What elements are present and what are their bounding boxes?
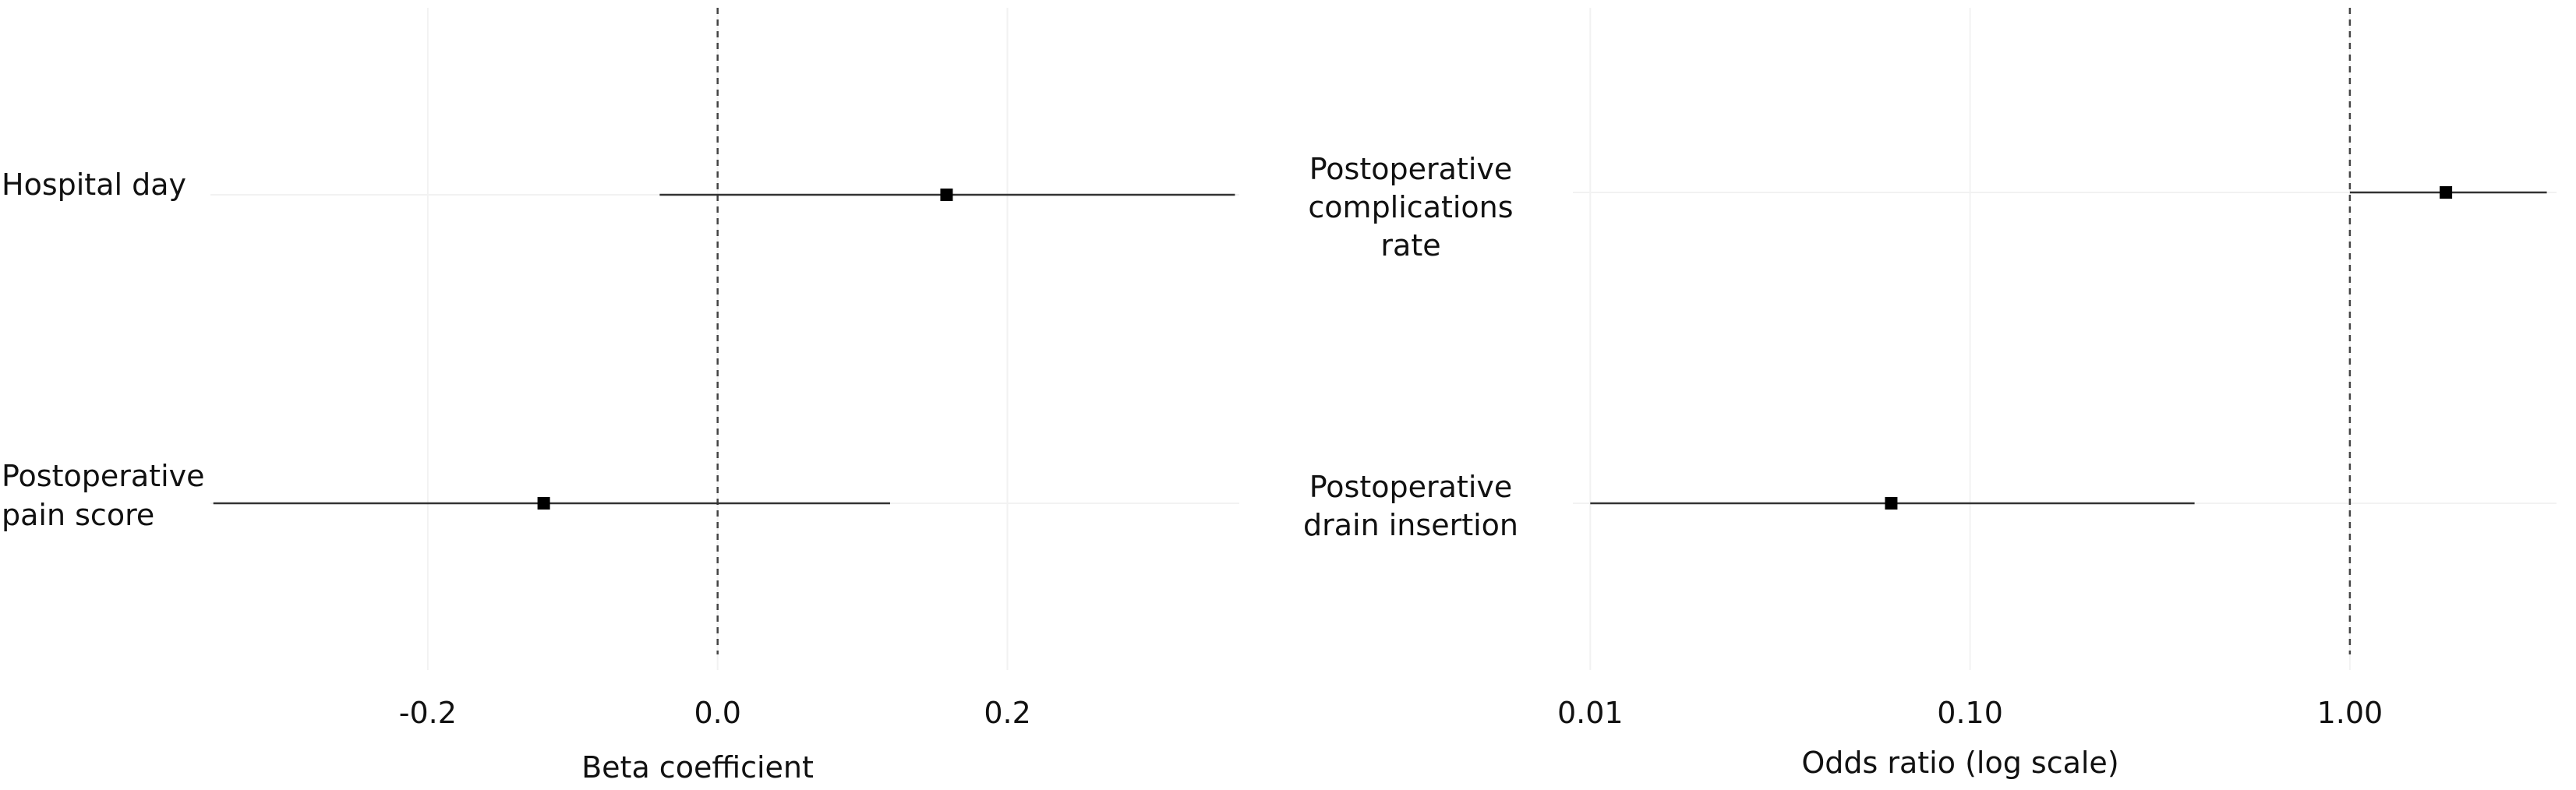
x-tick-label: -0.2 <box>399 696 457 730</box>
x-tick-label: 1.00 <box>2317 696 2383 730</box>
row-label-line: Postoperative <box>1309 152 1513 186</box>
x-tick-label: 0.0 <box>694 696 740 730</box>
odds-ratio-panel: Postoperative complications ratePostoperat… <box>1303 8 2557 780</box>
x-tick-label: 0.2 <box>984 696 1030 730</box>
x-axis-title: Odds ratio (log scale) <box>1801 746 2118 780</box>
point-estimate <box>940 189 953 201</box>
point-estimate <box>1885 497 1898 510</box>
point-estimate <box>2440 186 2453 199</box>
row-label-line: Postoperative <box>2 459 205 493</box>
row-label: Postoperative drain insertion <box>1303 470 1518 542</box>
row-label-line: complications <box>1308 190 1513 224</box>
row-label: Postoperative pain score <box>2 459 205 532</box>
beta-coefficient-panel: Hospital day Postoperative pain score -0.2… <box>2 8 1239 785</box>
point-estimate <box>537 497 550 510</box>
row-label-line: Postoperative <box>1309 470 1513 504</box>
x-tick-label: 0.10 <box>1937 696 2003 730</box>
x-tick-label: 0.01 <box>1557 696 1624 730</box>
row-label-line: pain score <box>2 498 154 532</box>
row-label: Postoperative complications rate <box>1308 152 1513 263</box>
row-label-line: Hospital day <box>2 168 186 202</box>
row-label-line: drain insertion <box>1303 508 1518 542</box>
row-label-line: rate <box>1380 228 1440 263</box>
x-axis-title: Beta coefficient <box>581 750 814 785</box>
row-label: Hospital day <box>2 168 186 202</box>
